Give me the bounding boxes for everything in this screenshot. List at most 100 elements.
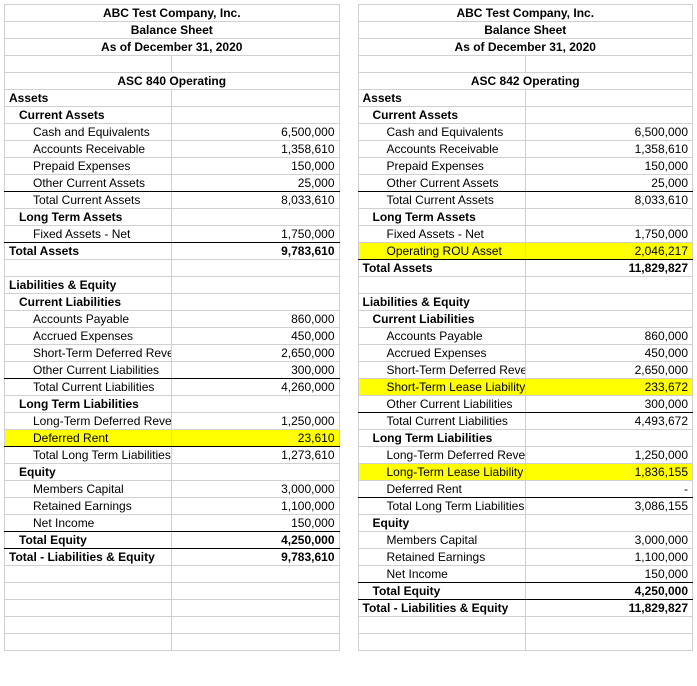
asc-840-rows: AssetsCurrent AssetsCash and Equivalents… — [5, 90, 340, 651]
row-value — [172, 396, 339, 413]
row-label: Other Current Liabilities — [5, 362, 172, 379]
row-value: 450,000 — [525, 345, 692, 362]
row-value: 1,273,610 — [172, 447, 339, 464]
row-value: 150,000 — [525, 158, 692, 175]
row-value — [525, 430, 692, 447]
row-value: 2,650,000 — [172, 345, 339, 362]
row-value: 1,750,000 — [525, 226, 692, 243]
table-row: Long Term Liabilities — [358, 430, 693, 447]
row-label: Total Current Assets — [5, 192, 172, 209]
row-value — [172, 277, 339, 294]
section-header: ASC 840 Operating — [5, 73, 340, 90]
row-label: Total Assets — [358, 260, 525, 277]
table-row: Cash and Equivalents6,500,000 — [358, 124, 693, 141]
row-value — [525, 515, 692, 532]
row-value — [172, 107, 339, 124]
row-value: 150,000 — [172, 158, 339, 175]
row-label: Total Equity — [5, 532, 172, 549]
row-label: Accounts Payable — [358, 328, 525, 345]
table-row: Total Equity4,250,000 — [5, 532, 340, 549]
row-value — [525, 277, 692, 294]
row-label: Short-Term Deferred Revenue — [358, 362, 525, 379]
row-label: Members Capital — [358, 532, 525, 549]
table-row — [5, 600, 340, 617]
row-label: Net Income — [5, 515, 172, 532]
row-label: Prepaid Expenses — [5, 158, 172, 175]
row-value — [172, 209, 339, 226]
row-value: - — [525, 481, 692, 498]
row-label: Members Capital — [5, 481, 172, 498]
row-value: 1,836,155 — [525, 464, 692, 481]
row-value: 25,000 — [172, 175, 339, 192]
table-row: Short-Term Deferred Revenue2,650,000 — [5, 345, 340, 362]
row-value: 1,358,610 — [525, 141, 692, 158]
row-label: Total Current Liabilities — [5, 379, 172, 396]
table-row: Equity — [358, 515, 693, 532]
table-row: Fixed Assets - Net1,750,000 — [5, 226, 340, 243]
table-row: Current Liabilities — [358, 311, 693, 328]
row-label: Equity — [5, 464, 172, 481]
as-of-date: As of December 31, 2020 — [358, 39, 693, 56]
asc-840-table: ABC Test Company, Inc. Balance Sheet As … — [4, 4, 340, 651]
row-value: 6,500,000 — [172, 124, 339, 141]
table-row: Members Capital3,000,000 — [358, 532, 693, 549]
row-value: 4,250,000 — [525, 583, 692, 600]
row-value — [172, 600, 339, 617]
row-label — [358, 617, 525, 634]
row-label: Liabilities & Equity — [5, 277, 172, 294]
row-value: 23,610 — [172, 430, 339, 447]
row-label: Deferred Rent — [5, 430, 172, 447]
table-row: Long Term Liabilities — [5, 396, 340, 413]
table-row: Assets — [358, 90, 693, 107]
row-value: 4,260,000 — [172, 379, 339, 396]
row-label: Long-Term Lease Liability — [358, 464, 525, 481]
row-value: 1,250,000 — [172, 413, 339, 430]
row-label — [5, 600, 172, 617]
row-label: Assets — [358, 90, 525, 107]
row-label — [5, 634, 172, 651]
table-row: Cash and Equivalents6,500,000 — [5, 124, 340, 141]
row-label: Total Current Assets — [358, 192, 525, 209]
table-row: Total Equity4,250,000 — [358, 583, 693, 600]
row-label: Current Assets — [5, 107, 172, 124]
row-label: Accounts Receivable — [358, 141, 525, 158]
row-label: Current Assets — [358, 107, 525, 124]
row-label: Accrued Expenses — [358, 345, 525, 362]
row-label — [5, 583, 172, 600]
row-label: Accounts Payable — [5, 311, 172, 328]
row-value: 4,493,672 — [525, 413, 692, 430]
table-row: Long Term Assets — [358, 209, 693, 226]
row-value: 150,000 — [172, 515, 339, 532]
row-label: Equity — [358, 515, 525, 532]
row-value: 2,046,217 — [525, 243, 692, 260]
table-row: Deferred Rent23,610 — [5, 430, 340, 447]
row-value: 1,250,000 — [525, 447, 692, 464]
row-label: Liabilities & Equity — [358, 294, 525, 311]
row-label: Accrued Expenses — [5, 328, 172, 345]
row-value — [172, 566, 339, 583]
row-label: Other Current Liabilities — [358, 396, 525, 413]
row-value: 11,829,827 — [525, 600, 692, 617]
table-row: Assets — [5, 90, 340, 107]
asc-842-table: ABC Test Company, Inc. Balance Sheet As … — [358, 4, 694, 651]
row-value: 1,100,000 — [172, 498, 339, 515]
row-value: 4,250,000 — [172, 532, 339, 549]
sheet-title: Balance Sheet — [358, 22, 693, 39]
row-value: 860,000 — [172, 311, 339, 328]
row-label: Total Current Liabilities — [358, 413, 525, 430]
row-label: Total - Liabilities & Equity — [358, 600, 525, 617]
row-value — [525, 617, 692, 634]
row-value: 8,033,610 — [172, 192, 339, 209]
row-value: 9,783,610 — [172, 243, 339, 260]
row-value: 150,000 — [525, 566, 692, 583]
table-row: Current Assets — [5, 107, 340, 124]
table-row: Total Current Assets8,033,610 — [5, 192, 340, 209]
table-row — [5, 634, 340, 651]
table-row: Current Liabilities — [5, 294, 340, 311]
table-row: Accounts Receivable1,358,610 — [5, 141, 340, 158]
table-row — [358, 277, 693, 294]
row-label: Long-Term Deferred Revenue — [358, 447, 525, 464]
row-value — [525, 294, 692, 311]
row-value: 2,650,000 — [525, 362, 692, 379]
table-row: Accounts Payable860,000 — [358, 328, 693, 345]
